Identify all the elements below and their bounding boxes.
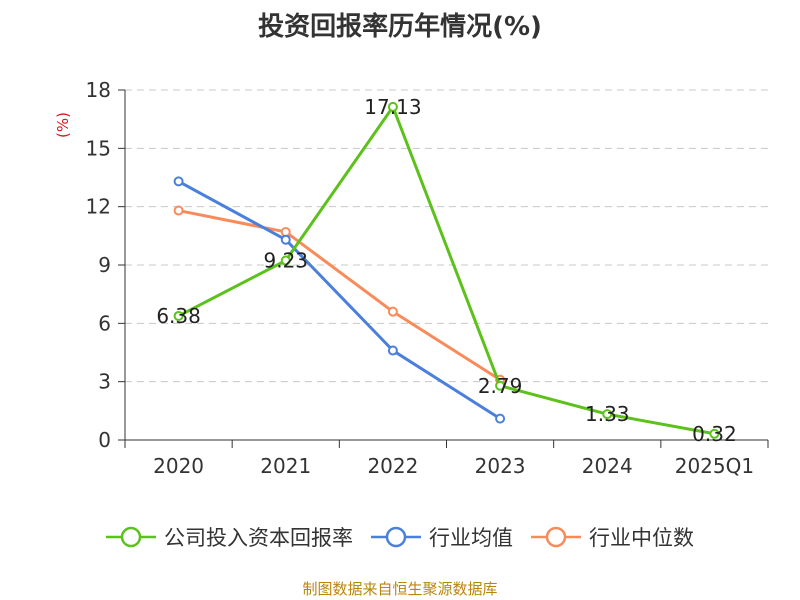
y-axis-label: (%) bbox=[54, 112, 72, 138]
data-point bbox=[173, 176, 184, 187]
series-line bbox=[177, 105, 715, 436]
chart-title: 投资回报率历年情况(%) bbox=[258, 12, 542, 42]
chart-legend: 公司投入资本回报率 行业均值 行业中位数 bbox=[0, 519, 800, 555]
data-point bbox=[280, 255, 291, 266]
x-tick-label: 2021 bbox=[260, 454, 311, 478]
legend-marker-icon bbox=[371, 526, 421, 548]
y-tick-label: 3 bbox=[98, 370, 111, 394]
y-tick-label: 0 bbox=[98, 428, 111, 452]
x-tick-label: 2022 bbox=[367, 454, 418, 478]
legend-item[interactable]: 行业中位数 bbox=[531, 522, 694, 552]
data-point bbox=[280, 234, 291, 245]
legend-marker-icon bbox=[106, 526, 156, 548]
data-label: 17.13 bbox=[364, 95, 421, 119]
legend-item[interactable]: 行业均值 bbox=[371, 522, 513, 552]
data-label: 0.32 bbox=[692, 422, 737, 446]
data-point bbox=[709, 428, 720, 439]
y-tick-label: 18 bbox=[86, 78, 111, 102]
y-tick-label: 15 bbox=[86, 136, 111, 160]
y-tick-label: 6 bbox=[98, 311, 111, 335]
data-label: 6.38 bbox=[156, 304, 201, 328]
data-point bbox=[495, 413, 506, 424]
legend-label: 行业均值 bbox=[429, 526, 513, 550]
legend-marker-icon bbox=[531, 526, 581, 548]
series-line bbox=[177, 180, 501, 420]
x-tick-label: 2020 bbox=[153, 454, 204, 478]
legend-label: 公司投入资本回报率 bbox=[164, 526, 353, 550]
data-label: 1.33 bbox=[585, 402, 630, 426]
data-point bbox=[387, 101, 398, 112]
data-point bbox=[602, 409, 613, 420]
data-label: 2.79 bbox=[478, 374, 523, 398]
data-point bbox=[387, 345, 398, 356]
series-line bbox=[178, 209, 501, 381]
data-point bbox=[173, 310, 184, 321]
data-label: 9.23 bbox=[263, 249, 308, 273]
data-point bbox=[387, 306, 398, 317]
y-tick-label: 12 bbox=[86, 195, 111, 219]
legend-label: 行业中位数 bbox=[589, 526, 694, 550]
data-point bbox=[495, 380, 506, 391]
x-tick-label: 2023 bbox=[475, 454, 526, 478]
x-tick-label: 2025Q1 bbox=[675, 454, 754, 478]
legend-item[interactable]: 公司投入资本回报率 bbox=[106, 522, 353, 552]
data-point bbox=[173, 205, 184, 216]
y-tick-label: 9 bbox=[98, 253, 111, 277]
x-tick-label: 2024 bbox=[582, 454, 633, 478]
data-source-note: 制图数据来自恒生聚源数据库 bbox=[302, 580, 498, 598]
